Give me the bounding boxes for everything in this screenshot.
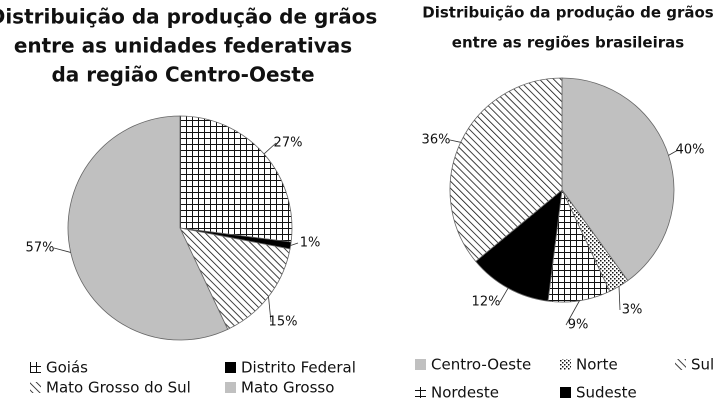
legend-label: Distrito Federal	[241, 359, 356, 377]
legend-label: Centro-Oeste	[431, 356, 531, 374]
legend-label: Goiás	[46, 359, 88, 377]
legend-label: Norte	[576, 356, 618, 374]
legend-swatch	[560, 359, 571, 370]
leader-line	[618, 286, 621, 311]
chart-title: da região Centro-Oeste	[51, 63, 314, 87]
leader-line	[499, 287, 509, 303]
data-label: 1%	[300, 236, 321, 251]
pie-slice	[475, 189, 563, 302]
leader-line	[268, 296, 272, 323]
legend-swatch	[225, 362, 236, 373]
pie-slice	[449, 77, 563, 262]
legend-label: Sudeste	[576, 384, 637, 402]
legend-swatch	[30, 362, 41, 373]
pie-slice	[67, 115, 229, 341]
chart-title: Distribuição da produção de grãos	[422, 4, 714, 22]
legend-swatch	[30, 382, 41, 393]
leader-line	[668, 149, 679, 156]
legend-swatch	[415, 359, 426, 370]
data-label: 36%	[422, 133, 451, 148]
data-label: 40%	[676, 143, 705, 158]
chart-title: entre as regiões brasileiras	[452, 34, 684, 52]
data-label: 27%	[274, 136, 303, 151]
data-label: 3%	[622, 303, 643, 318]
chart-title: entre as unidades federativas	[14, 34, 352, 58]
legend-label: Mato Grosso do Sul	[46, 379, 191, 397]
data-label: 12%	[472, 295, 501, 310]
legend-label: Nordeste	[431, 384, 499, 402]
leader-line	[263, 142, 277, 155]
legend-swatch	[415, 387, 426, 398]
data-label: 57%	[26, 241, 55, 256]
legend-label: Mato Grosso	[241, 379, 334, 397]
legend-swatch	[225, 382, 236, 393]
legend-swatch	[560, 387, 571, 398]
chart-title: Distribuição da produção de grãos	[0, 5, 377, 29]
legend-swatch	[675, 359, 686, 370]
legend-label: Sul	[691, 356, 714, 374]
leader-line	[449, 139, 461, 143]
leader-line	[565, 300, 580, 326]
data-label: 9%	[568, 318, 589, 333]
data-label: 15%	[269, 315, 298, 330]
leader-line	[53, 247, 71, 253]
leader-line	[290, 242, 299, 246]
